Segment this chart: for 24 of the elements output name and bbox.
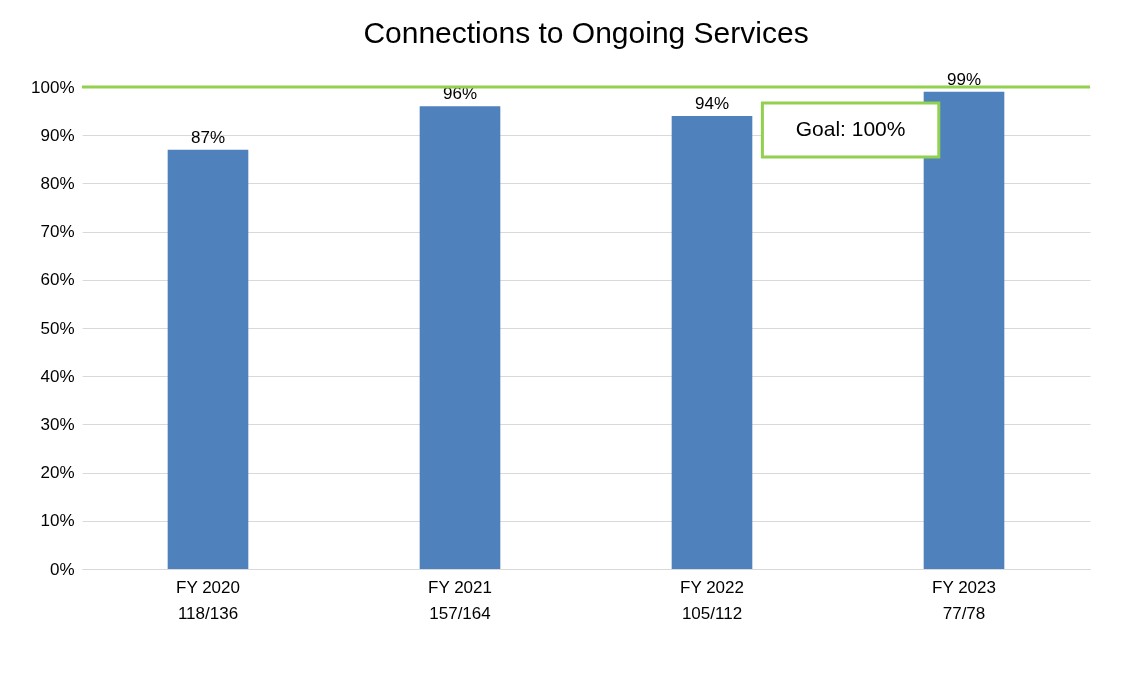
data-label: 94% xyxy=(694,93,730,113)
chart-title: Connections to Ongoing Services xyxy=(363,15,809,49)
y-tick-label: 80% xyxy=(40,173,75,193)
bar xyxy=(167,149,249,569)
y-tick-label: 100% xyxy=(31,77,75,97)
x-tick-label: FY 2023 77/78 xyxy=(932,577,996,623)
x-tick-label: FY 2022 105/112 xyxy=(680,577,744,623)
bar xyxy=(671,115,753,569)
y-tick-label: 50% xyxy=(40,318,75,338)
ref-line-label: Goal: 100% xyxy=(795,116,906,140)
x-tick-label: FY 2021 157/164 xyxy=(428,577,492,623)
bar xyxy=(419,106,501,569)
data-label: 99% xyxy=(946,69,982,89)
data-label: 87% xyxy=(190,127,226,147)
y-tick-label: 60% xyxy=(40,270,75,290)
bar xyxy=(923,91,1005,569)
y-tick-label: 30% xyxy=(40,414,75,434)
y-tick-label: 70% xyxy=(40,222,75,242)
y-tick-label: 0% xyxy=(49,559,75,579)
y-tick-label: 20% xyxy=(40,463,75,483)
x-tick-label: FY 2020 118/136 xyxy=(176,577,240,623)
y-tick-label: 40% xyxy=(40,366,75,386)
y-tick-label: 90% xyxy=(40,125,75,145)
y-tick-label: 10% xyxy=(40,511,75,531)
